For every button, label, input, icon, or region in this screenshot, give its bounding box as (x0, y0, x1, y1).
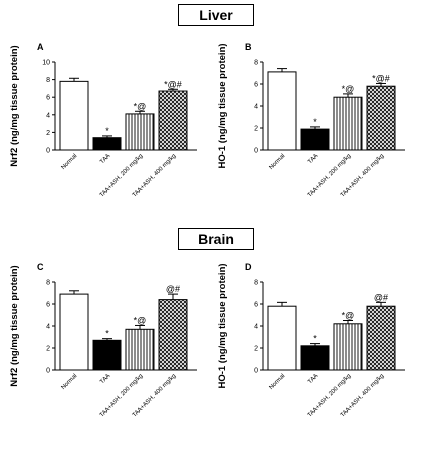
bar (333, 96, 363, 151)
bar (125, 113, 155, 151)
category-label: Normal (268, 153, 286, 171)
bar (300, 128, 330, 151)
y-axis-label: HO-1 (ng/mg tissue protein) (217, 263, 228, 388)
chart-panel-a: A Nrf2 (ng/mg tissue protein) 0 2 4 6 8 10 Norma… (9, 42, 197, 199)
y-tick-label: 0 (254, 148, 258, 155)
bar (158, 299, 188, 371)
category-label: Normal (60, 373, 78, 391)
y-axis-label: HO-1 (ng/mg tissue protein) (217, 43, 228, 168)
y-tick-label: 4 (46, 324, 50, 331)
chart-panel-b: B HO-1 (ng/mg tissue protein) 0 2 4 6 8 Normal *… (217, 42, 405, 199)
significance-annotation: *@ (342, 311, 355, 321)
significance-annotation: *@ (342, 84, 355, 94)
category-label: TAA (99, 373, 111, 385)
y-tick-label: 6 (254, 82, 258, 89)
bar (300, 345, 330, 371)
category-label: Normal (268, 373, 286, 391)
bar (333, 323, 363, 371)
significance-annotation: *@# (164, 79, 182, 89)
y-tick-label: 8 (254, 280, 258, 287)
category-label: TAA (99, 153, 111, 165)
bar (125, 328, 155, 371)
liver-section-title: Liver (178, 4, 254, 26)
significance-annotation: *@# (372, 73, 390, 83)
y-tick-label: 2 (254, 126, 258, 133)
y-tick-label: 6 (46, 95, 50, 102)
panel-label: A (37, 42, 44, 52)
chart-panel-d: D HO-1 (ng/mg tissue protein) 0 2 4 6 8 Normal *… (217, 262, 405, 419)
bar (59, 293, 89, 371)
y-axis-label: Nrf2 (ng/mg tissue protein) (9, 265, 20, 386)
y-tick-label: 10 (42, 60, 50, 67)
bar (366, 305, 396, 371)
y-tick-label: 4 (46, 112, 50, 119)
bar (92, 137, 122, 151)
y-tick-label: 8 (46, 77, 50, 84)
y-tick-label: 8 (254, 60, 258, 67)
panel-label: C (37, 262, 44, 272)
significance-annotation: * (313, 117, 317, 127)
y-tick-label: 2 (46, 130, 50, 137)
panel-label: B (245, 42, 252, 52)
category-label: TAA (307, 373, 319, 385)
bar (267, 71, 297, 151)
y-tick-label: 2 (254, 346, 258, 353)
y-tick-label: 6 (46, 302, 50, 309)
significance-annotation: * (105, 329, 109, 339)
y-tick-label: 0 (46, 148, 50, 155)
y-tick-label: 2 (46, 346, 50, 353)
y-tick-label: 0 (46, 368, 50, 375)
y-tick-label: 4 (254, 324, 258, 331)
panel-label: D (245, 262, 252, 272)
significance-annotation: @# (374, 292, 388, 302)
y-tick-label: 0 (254, 368, 258, 375)
category-label: Normal (60, 153, 78, 171)
bar (59, 80, 89, 151)
significance-annotation: @# (166, 284, 180, 294)
chart-panel-c: C Nrf2 (ng/mg tissue protein) 0 2 4 6 8 Normal *… (9, 262, 197, 419)
brain-section-title: Brain (178, 228, 254, 250)
significance-annotation: *@ (134, 101, 147, 111)
bar (92, 339, 122, 371)
y-tick-label: 8 (46, 280, 50, 287)
bar (267, 305, 297, 371)
y-tick-label: 4 (254, 104, 258, 111)
bar (158, 90, 188, 151)
significance-annotation: * (313, 334, 317, 344)
category-label: TAA (307, 153, 319, 165)
y-axis-label: Nrf2 (ng/mg tissue protein) (9, 45, 20, 166)
bar (366, 85, 396, 151)
significance-annotation: *@ (134, 315, 147, 325)
significance-annotation: * (105, 126, 109, 136)
y-tick-label: 6 (254, 302, 258, 309)
